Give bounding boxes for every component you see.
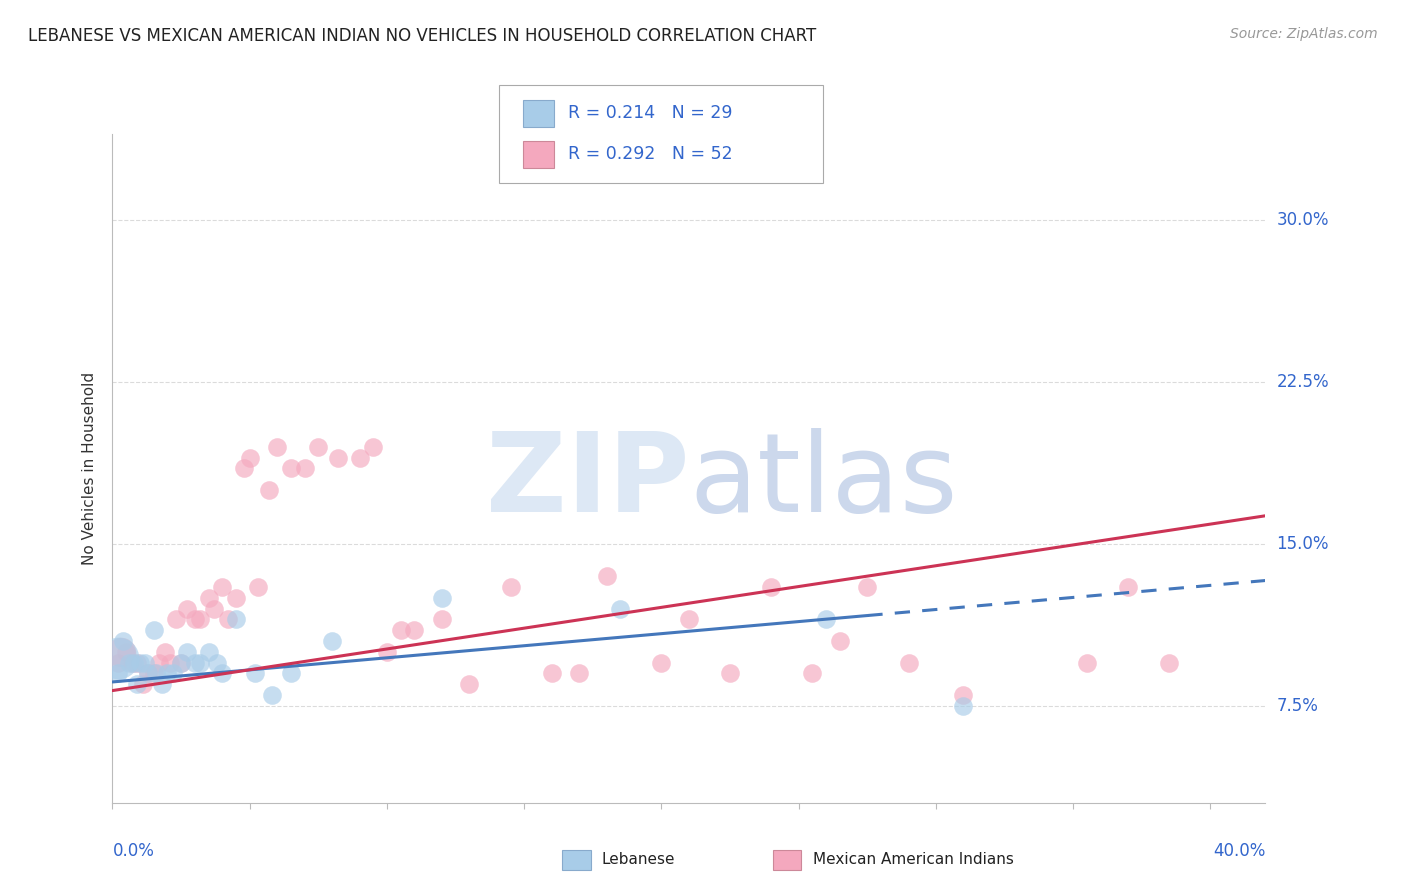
Point [129,656,152,670]
Point [115,645,138,659]
Point [294,461,316,475]
Point [678,612,700,626]
Point [257,483,280,497]
Point [134,656,156,670]
Point [540,666,562,681]
Point [211,580,233,594]
Point [165,612,187,626]
Point [952,698,974,713]
Point [145,666,167,681]
Point [142,666,165,681]
Point [205,656,228,670]
Point [718,666,741,681]
Text: ZIP: ZIP [485,428,689,535]
Point [280,666,302,681]
Point [170,656,193,670]
Text: 22.5%: 22.5% [1277,373,1329,391]
Point [326,450,349,465]
Point [162,666,184,681]
Point [225,612,247,626]
Point [127,677,149,691]
Point [121,656,143,670]
Text: 7.5%: 7.5% [1277,697,1319,714]
Text: atlas: atlas [689,428,957,535]
Point [856,580,879,594]
Point [952,688,974,702]
Point [1116,580,1139,594]
Point [156,666,179,681]
Point [349,450,371,465]
Point [118,656,141,670]
Point [142,623,165,637]
Point [321,634,343,648]
Point [815,612,838,626]
Point [107,656,129,670]
Point [217,612,239,626]
Point [828,634,851,648]
Point [153,645,176,659]
Point [184,612,207,626]
Point [159,656,181,670]
Point [127,656,149,670]
Text: 15.0%: 15.0% [1277,535,1329,553]
Point [225,591,247,605]
Point [609,601,631,615]
Point [245,666,267,681]
Point [131,677,153,691]
Point [430,612,453,626]
Point [107,651,129,665]
Point [260,688,283,702]
Point [112,634,135,648]
Point [184,656,207,670]
Point [280,461,302,475]
Point [136,666,159,681]
Text: 30.0%: 30.0% [1277,211,1329,229]
Point [170,656,193,670]
Point [197,645,219,659]
Point [650,656,672,670]
Point [499,580,522,594]
Point [150,677,173,691]
Point [458,677,481,691]
Point [801,666,824,681]
Text: 0.0%: 0.0% [112,842,155,860]
Point [897,656,920,670]
Point [124,656,146,670]
Point [307,440,329,454]
Text: R = 0.214   N = 29: R = 0.214 N = 29 [568,104,733,122]
Point [148,656,170,670]
Text: LEBANESE VS MEXICAN AMERICAN INDIAN NO VEHICLES IN HOUSEHOLD CORRELATION CHART: LEBANESE VS MEXICAN AMERICAN INDIAN NO V… [28,27,817,45]
Point [211,666,233,681]
Point [233,461,256,475]
Point [404,623,426,637]
Y-axis label: No Vehicles in Household: No Vehicles in Household [82,372,97,565]
Point [136,666,159,681]
Text: Source: ZipAtlas.com: Source: ZipAtlas.com [1230,27,1378,41]
Point [761,580,783,594]
Point [430,591,453,605]
Point [375,645,398,659]
Point [361,440,384,454]
Point [239,450,262,465]
Point [1076,656,1098,670]
Point [188,656,211,670]
Point [1159,656,1181,670]
Point [176,645,198,659]
Point [197,591,219,605]
Point [107,666,129,681]
Point [202,601,225,615]
Text: Lebanese: Lebanese [602,853,675,867]
Text: 40.0%: 40.0% [1213,842,1265,860]
Point [246,580,269,594]
Text: Mexican American Indians: Mexican American Indians [813,853,1014,867]
Point [188,612,211,626]
Text: R = 0.292   N = 52: R = 0.292 N = 52 [568,145,733,163]
Point [568,666,591,681]
Point [595,569,617,583]
Point [266,440,288,454]
Point [389,623,412,637]
Point [110,645,132,659]
Point [176,601,198,615]
